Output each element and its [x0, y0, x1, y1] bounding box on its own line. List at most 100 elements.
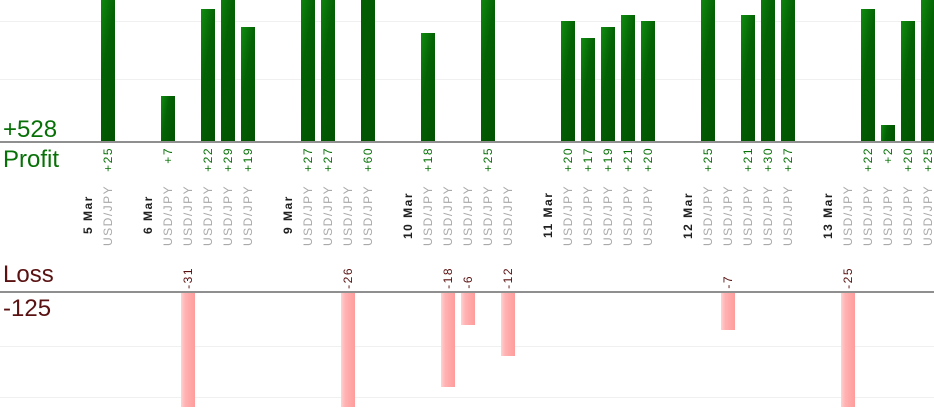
- profit-value-label: +22: [201, 147, 215, 172]
- profit-bar[interactable]: [901, 21, 915, 141]
- profit-bar[interactable]: [241, 27, 255, 141]
- profit-value-label: +20: [901, 147, 915, 172]
- profit-bar[interactable]: [201, 9, 215, 141]
- profit-value-label: +27: [301, 147, 315, 172]
- loss-gridline: [0, 346, 934, 347]
- profit-value-label: +25: [921, 147, 934, 172]
- loss-value-label: -12: [501, 267, 515, 289]
- profit-bar[interactable]: [861, 9, 875, 141]
- profit-bar[interactable]: [161, 96, 175, 141]
- profit-bar[interactable]: [601, 27, 615, 141]
- profit-bar[interactable]: [621, 15, 635, 141]
- profit-bar[interactable]: [881, 125, 895, 141]
- profit-value-label: +19: [601, 147, 615, 172]
- symbol-label: USD/JPY: [501, 184, 515, 246]
- loss-value-label: -26: [341, 267, 355, 289]
- profit-bar[interactable]: [781, 0, 795, 141]
- date-label: 11 Mar: [541, 191, 555, 239]
- profit-bar[interactable]: [321, 0, 335, 141]
- symbol-label: USD/JPY: [601, 184, 615, 246]
- symbol-label: USD/JPY: [161, 184, 175, 246]
- profit-bar[interactable]: [761, 0, 775, 141]
- loss-bar[interactable]: [341, 293, 355, 407]
- profit-axis-line: [0, 141, 934, 143]
- profit-value-label: +60: [361, 147, 375, 172]
- loss-bar[interactable]: [501, 293, 515, 356]
- loss-value-label: -18: [441, 267, 455, 289]
- profit-value-label: +17: [581, 147, 595, 172]
- profit-value-label: +7: [161, 147, 175, 164]
- symbol-label: USD/JPY: [741, 184, 755, 246]
- symbol-label: USD/JPY: [721, 184, 735, 246]
- profit-axis-label: Profit: [3, 146, 60, 173]
- date-label: 6 Mar: [141, 195, 155, 235]
- symbol-label: USD/JPY: [441, 184, 455, 246]
- loss-bar[interactable]: [181, 293, 195, 407]
- loss-value-label: -7: [721, 275, 735, 289]
- profit-bar[interactable]: [361, 0, 375, 141]
- symbol-label: USD/JPY: [301, 184, 315, 246]
- loss-bar[interactable]: [721, 293, 735, 330]
- symbol-label: USD/JPY: [341, 184, 355, 246]
- profit-value-label: +21: [741, 147, 755, 172]
- profit-plot-area: [0, 0, 934, 141]
- profit-value-label: +20: [641, 147, 655, 172]
- symbol-label: USD/JPY: [781, 184, 795, 246]
- profit-value-label: +27: [321, 147, 335, 172]
- profit-bar[interactable]: [641, 21, 655, 141]
- symbol-label: USD/JPY: [881, 184, 895, 246]
- profit-bar[interactable]: [101, 0, 115, 141]
- symbol-label: USD/JPY: [861, 184, 875, 246]
- symbol-label: USD/JPY: [201, 184, 215, 246]
- profit-bar[interactable]: [561, 21, 575, 141]
- loss-bar[interactable]: [441, 293, 455, 387]
- symbol-label: USD/JPY: [901, 184, 915, 246]
- date-label: 9 Mar: [281, 195, 295, 235]
- profit-value-label: +18: [421, 147, 435, 172]
- symbol-label: USD/JPY: [221, 184, 235, 246]
- symbol-label: USD/JPY: [101, 184, 115, 246]
- loss-axis-line: [0, 291, 934, 293]
- profit-bar[interactable]: [581, 38, 595, 141]
- date-label: 10 Mar: [401, 191, 415, 239]
- profit-value-label: +25: [701, 147, 715, 172]
- loss-bar[interactable]: [841, 293, 855, 407]
- profit-value-label: +25: [101, 147, 115, 172]
- date-label: 12 Mar: [681, 191, 695, 239]
- profit-value-label: +27: [781, 147, 795, 172]
- loss-value-label: -6: [461, 275, 475, 289]
- symbol-label: USD/JPY: [321, 184, 335, 246]
- symbol-label: USD/JPY: [461, 184, 475, 246]
- loss-total: -125: [3, 295, 52, 322]
- profit-bar[interactable]: [701, 0, 715, 141]
- profit-gridline: [0, 79, 934, 80]
- profit-value-label: +30: [761, 147, 775, 172]
- profit-bar[interactable]: [421, 33, 435, 141]
- profit-gridline: [0, 21, 934, 22]
- symbol-label: USD/JPY: [181, 184, 195, 246]
- profit-value-label: +2: [881, 147, 895, 164]
- loss-bar[interactable]: [461, 293, 475, 325]
- profit-bar[interactable]: [741, 15, 755, 141]
- loss-value-label: -25: [841, 267, 855, 289]
- symbol-label: USD/JPY: [701, 184, 715, 246]
- profit-bar[interactable]: [221, 0, 235, 141]
- profit-total: +528: [3, 116, 58, 143]
- symbol-label: USD/JPY: [581, 184, 595, 246]
- profit-bar[interactable]: [921, 0, 934, 141]
- profit-bar[interactable]: [481, 0, 495, 141]
- symbol-label: USD/JPY: [241, 184, 255, 246]
- profit-value-label: +25: [481, 147, 495, 172]
- symbol-label: USD/JPY: [841, 184, 855, 246]
- symbol-label: USD/JPY: [361, 184, 375, 246]
- profit-value-label: +29: [221, 147, 235, 172]
- symbol-label: USD/JPY: [761, 184, 775, 246]
- loss-plot-area: [0, 293, 934, 407]
- profit-value-label: +21: [621, 147, 635, 172]
- symbol-label: USD/JPY: [621, 184, 635, 246]
- profit-bar[interactable]: [301, 0, 315, 141]
- date-label: 5 Mar: [81, 195, 95, 235]
- symbol-label: USD/JPY: [641, 184, 655, 246]
- symbol-label: USD/JPY: [561, 184, 575, 246]
